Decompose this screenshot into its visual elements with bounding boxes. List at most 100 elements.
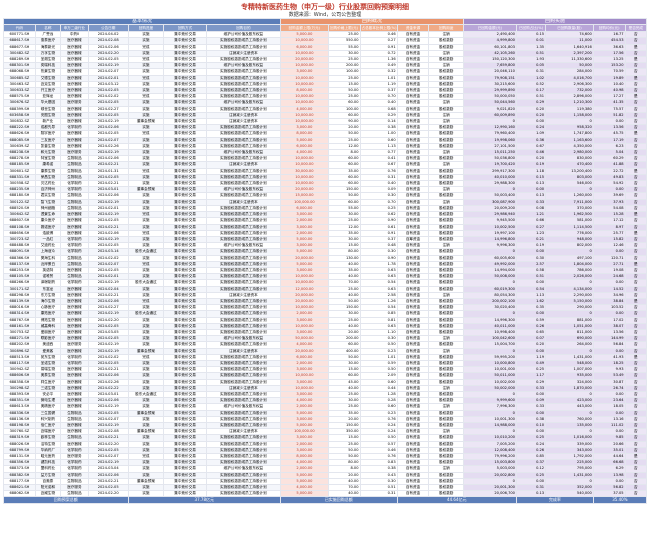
column-header: 回购方式: [163, 24, 207, 33]
table-row: 688621.SH 阳光诺和 医疗服务 2024-02-05 实施 集中竞价交易 实施股权激…: [3, 484, 648, 492]
table-cell: 0.33: [515, 403, 547, 411]
table-cell: 集中竞价交易: [163, 87, 207, 95]
table-cell: 3,000.00: [280, 124, 329, 132]
table-cell: 实施股权激励或员工持股计划: [205, 378, 282, 386]
title: 专精特新医药生物（申万一级）行业股票回购预案明细: [241, 3, 409, 11]
table-cell: 否: [624, 223, 648, 231]
table-row: 688085.SH 三友医疗 医疗器械 2024-02-07 实施 集中竞价交易 实施股权激…: [3, 136, 648, 144]
table-cell: 0.17: [515, 87, 547, 95]
table-cell: 实施股权激励或员工持股计划: [205, 248, 282, 256]
table-cell: 2,896,000: [545, 93, 594, 101]
table-cell: 自有资金: [396, 248, 430, 256]
table-row: 300171.SZ 东富龙 医疗器械 2024-02-04 实施 集中竞价交易 实施股权激励…: [3, 285, 648, 293]
group-row: 基本情况 回购概况 回购实施: [2, 17, 648, 26]
table-cell: 20,000.00: [280, 55, 329, 64]
table-cell: 0: [545, 310, 594, 318]
table-cell: 0.43: [359, 471, 398, 479]
table-cell: 奥泰生物: [34, 372, 61, 380]
table-cell: 英诺特: [34, 266, 61, 275]
table-cell: 集中竞价交易: [163, 223, 207, 231]
table-cell: 2,026,000: [545, 273, 594, 281]
table-cell: 自有资金: [396, 118, 430, 126]
table-cell: 集中竞价交易: [163, 180, 207, 188]
table-cell: 732,000: [545, 87, 594, 95]
table-row: 300676.SZ 华大基因 医疗服务 2024-02-05 实施 集中竞价交易 维护公司价…: [3, 99, 648, 107]
table-cell: 0.33: [515, 384, 547, 393]
table-cell: 352,000: [545, 484, 594, 492]
table-row: 688108.SH 赛诺医疗 医疗器械 2024-02-21 实施 集中竞价交易 实施股权激…: [3, 223, 648, 231]
table-cell: 自有资金: [396, 260, 430, 268]
table-cell: 否: [624, 310, 648, 318]
table-cell: 自有资金: [396, 136, 430, 144]
table-cell: 2.58: [359, 291, 398, 299]
table-cell: 自有资金: [396, 384, 430, 393]
table-cell: 医疗器械: [59, 223, 89, 231]
table-cell: 324,000: [545, 378, 594, 386]
table-cell: 2,000.00: [280, 440, 329, 448]
table-cell: 否: [624, 384, 648, 393]
table-cell: 否: [624, 471, 648, 479]
table-row: 688026.SH 洁特生物 医疗器械 2024-02-20 实施 集中竞价交易 实施股权激…: [3, 440, 648, 448]
table-cell: 集中竞价交易: [163, 291, 207, 299]
table-cell: 集中竞价交易: [163, 465, 207, 473]
table-row: 688799.SH 华纳药厂 化学制药 2024-02-05 实施 集中竞价交易 实施股权激…: [3, 446, 648, 455]
table-cell: 0.63: [359, 273, 398, 281]
table-cell: 5,000.00: [280, 477, 329, 486]
column-header: 回购金额上限(万元): [280, 24, 329, 33]
table-cell: 3,000.00: [280, 266, 329, 275]
table-cell: 否: [624, 217, 648, 225]
table-cell: 1,870,000: [545, 384, 594, 393]
table-cell: 近岸蛋白: [34, 260, 61, 268]
table-cell: 中药Ⅱ: [59, 31, 89, 39]
table-cell: 1,804,000: [545, 260, 594, 268]
table-cell: 5,000.00: [280, 136, 329, 144]
table-cell: 集中竞价交易: [163, 415, 207, 424]
table-cell: 集中竞价交易: [163, 440, 207, 448]
table-cell: 0.29: [359, 111, 398, 120]
table-cell: 339,000: [545, 440, 594, 448]
table-cell: 注销减少注册资本: [205, 347, 282, 355]
table-cell: 3,000.00: [280, 446, 329, 455]
table-cell: 自有资金: [396, 229, 430, 237]
table-cell: 0.14: [359, 118, 398, 126]
table-cell: 生物制品: [59, 198, 89, 206]
table-cell: 实施股权激励或员工持股计划: [205, 229, 282, 237]
table-cell: 注销减少注册资本: [205, 198, 282, 206]
table-cell: 自有资金: [396, 173, 430, 182]
table-cell: 爱美客: [34, 347, 61, 355]
table-cell: 实施股权激励或员工持股计划: [205, 297, 282, 306]
column-header: 已回购金额(元): [462, 24, 517, 33]
table-cell: 艾迪药业: [34, 242, 61, 250]
table-cell: 实施股权激励或员工持股计划: [205, 260, 282, 268]
table-cell: 实施股权激励或员工持股计划: [205, 471, 282, 479]
table-cell: 医疗器械: [59, 43, 89, 51]
table-cell: 实施股权激励或员工持股计划: [205, 211, 282, 219]
table-cell: 医疗器械: [59, 291, 89, 299]
table-cell: 生物制品: [59, 434, 89, 442]
table-cell: 医疗器械: [59, 142, 89, 151]
table-cell: 自有资金: [396, 366, 430, 374]
table-cell: 15,000.00: [280, 192, 329, 200]
table-cell: 3,000.00: [280, 328, 329, 337]
table-cell: 100,000.00: [280, 198, 329, 206]
table-cell: 否: [624, 335, 648, 343]
table-row: 688177.SH 百奥泰 生物制品 2024-02-21 董事会预案 集中竞价交易 实施股…: [3, 477, 648, 486]
table-cell: 786,000: [545, 266, 594, 275]
table-cell: 135,000: [545, 421, 594, 430]
table-cell: 1,158,000: [545, 111, 594, 120]
table-cell: 自有资金: [396, 167, 430, 175]
table-cell: 否: [624, 242, 648, 250]
table-cell: 化学制药: [59, 124, 89, 132]
table-cell: 0.49: [359, 62, 398, 70]
table-cell: 集中竞价交易: [163, 118, 207, 126]
table-cell: 是: [624, 229, 648, 237]
table-cell: 0.49: [515, 359, 547, 368]
table-cell: 497,100: [545, 254, 594, 262]
table-cell: 医疗器械: [59, 347, 89, 355]
footer-cell: 35.40%: [592, 496, 648, 505]
table-cell: 自有资金: [396, 484, 430, 492]
table-cell: 0: [545, 477, 594, 486]
table-cell: 实施股权激励或员工持股计划: [205, 316, 282, 324]
table-cell: 医疗服务: [59, 341, 89, 349]
footer-cell: 37.78亿元: [127, 496, 282, 505]
